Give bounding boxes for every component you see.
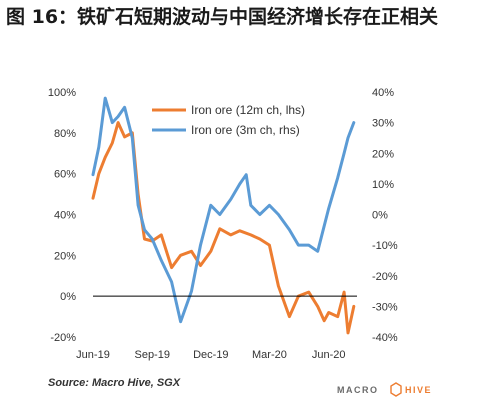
y-left-tick-label: -20% — [50, 332, 76, 344]
y-right-tick-label: 0% — [372, 210, 388, 222]
y-left-tick-label: 60% — [54, 169, 76, 181]
x-tick-label: Jun-20 — [312, 349, 346, 361]
source-note: Source: Macro Hive, SGX — [48, 377, 181, 389]
logo-hive-text: HIVE — [405, 385, 432, 395]
y-left-tick-label: 0% — [60, 291, 76, 303]
macro-hive-logo: MACRO HIVE — [337, 382, 432, 397]
y-right-tick-label: -20% — [372, 271, 398, 283]
y-right-tick-label: 20% — [372, 148, 394, 160]
series-line-iron-ore-12m — [91, 121, 356, 335]
x-tick-label: Dec-19 — [193, 349, 228, 361]
y-left-tick-label: 20% — [54, 250, 76, 262]
series-line-iron-ore-3m — [91, 96, 356, 324]
y-right-tick-label: -30% — [372, 301, 398, 313]
y-left-tick-label: 40% — [54, 210, 76, 222]
legend-label: Iron ore (12m ch, lhs) — [191, 103, 305, 117]
y-right-tick-label: 40% — [372, 87, 394, 99]
y-left-tick-label: 100% — [48, 87, 76, 99]
x-tick-label: Jun-19 — [76, 349, 110, 361]
logo-macro-text: MACRO — [337, 385, 379, 395]
y-right-tick-label: -40% — [372, 332, 398, 344]
y-left-tick-label: 80% — [54, 128, 76, 140]
y-right-tick-label: 10% — [372, 179, 394, 191]
legend-label: Iron ore (3m ch, rhs) — [191, 123, 300, 137]
x-tick-label: Sep-19 — [134, 349, 169, 361]
y-right-tick-label: -10% — [372, 240, 398, 252]
y-right-tick-label: 30% — [372, 118, 394, 130]
page-title: 图 16：铁矿石短期波动与中国经济增长存在正相关 — [6, 6, 439, 28]
x-tick-label: Mar-20 — [252, 349, 287, 361]
hexagon-icon — [390, 382, 402, 397]
